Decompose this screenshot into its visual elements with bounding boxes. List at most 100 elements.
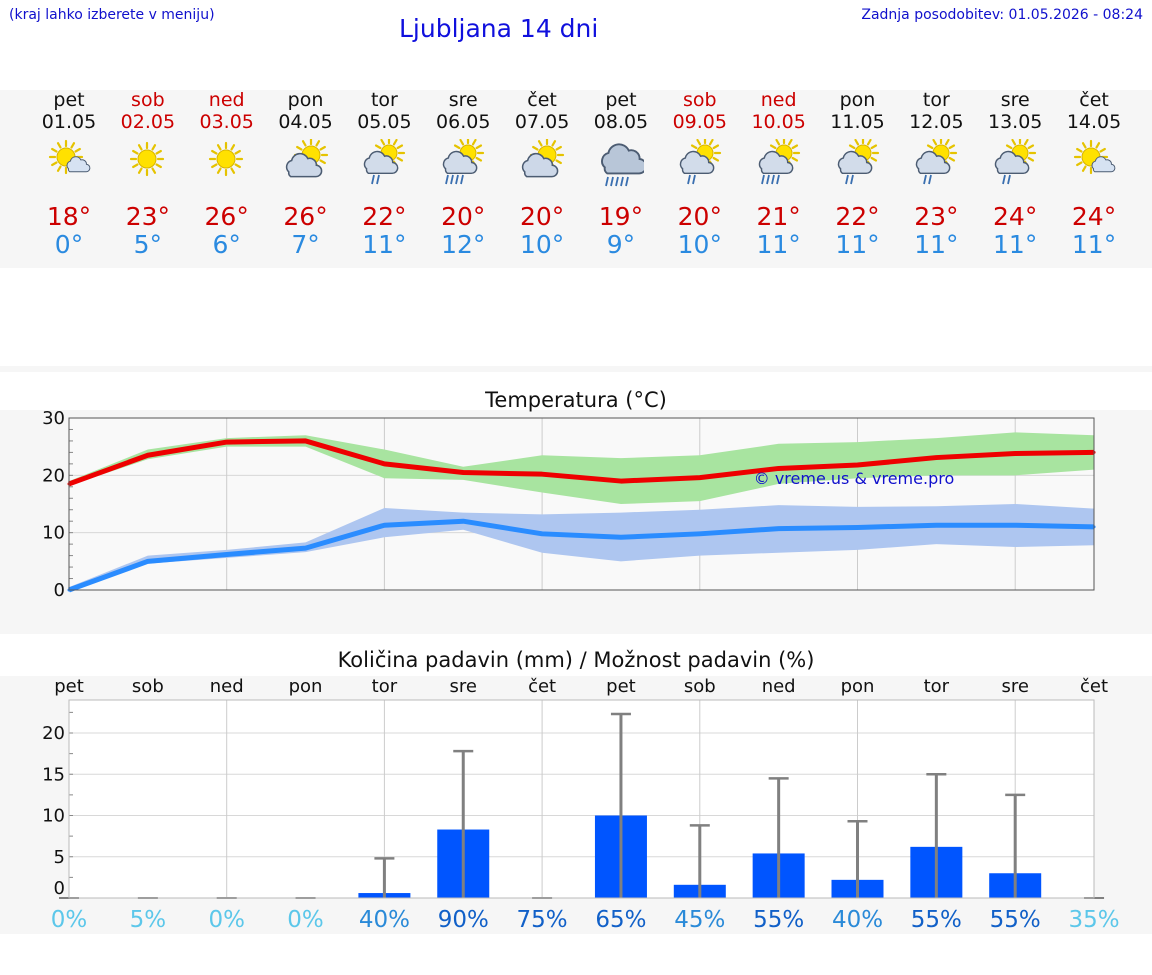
max-temp: 26° [204,202,249,231]
day-date: 10.05 [751,111,806,133]
day-column: sre 13.05 24° 11° [975,90,1055,259]
min-temp: 0° [54,230,84,259]
day-date: 07.05 [514,111,570,133]
sun-cloud-rain-icon [818,133,898,203]
min-temp: 10° [519,230,565,259]
sun-cloud-icon [29,133,109,203]
day-name: pet [53,89,85,111]
day-name: tor [370,89,398,111]
sun-cloud-icon [1054,133,1134,203]
day-name: sob [131,89,165,111]
max-temp: 21° [756,202,801,231]
cloud-heavy-rain-icon [581,133,661,203]
min-temp-point [1013,523,1017,527]
precipitation-chart: pet sob ned pon tor sre čet pet sob ned pon tor sre č… [42,676,1120,933]
precip-probability: 5% [130,907,167,933]
x-tick-label: sob [684,676,716,697]
precip-probability: 55% [753,907,804,933]
day-column: tor 05.05 22° 11° [344,90,424,259]
min-temp-point [461,519,465,523]
min-temp-point [304,546,308,550]
y-tick-label: 0 [54,878,65,899]
min-temp: 6° [212,230,241,259]
partly-cloudy-icon [502,133,582,203]
sun-cloud-rain-icon [660,133,740,203]
day-date: 02.05 [120,111,176,133]
max-temp-point [1013,452,1017,456]
min-temp-point [698,532,702,536]
max-temp-range-band [69,432,1095,504]
precip-probability: 0% [287,907,324,933]
precip-probability: 90% [438,907,489,933]
min-temp: 10° [677,230,722,259]
y-tick-label: 10 [42,806,65,827]
max-temp-line [68,438,1095,487]
day-date: 03.05 [199,111,254,133]
day-date: 08.05 [593,111,649,133]
sun-icon [108,133,188,203]
day-column: pon 11.05 22° 11° [818,90,898,259]
precip-probability: 0% [51,907,88,933]
sun-cloud-heavy-rain-icon [739,133,819,203]
min-temp-point [777,527,781,531]
day-column: tor 12.05 23° 11° [896,90,976,259]
precip-range-whisker [689,824,710,898]
day-column: pon 04.05 26° 7° [266,90,346,259]
forecast-band [0,90,1152,268]
precip-range-whisker [847,820,868,898]
day-date: 05.05 [357,111,412,133]
day-name: tor [922,89,950,111]
min-temp: 11° [914,230,959,259]
day-name: čet [1079,89,1109,111]
x-tick-label: ned [762,676,796,697]
max-temp: 20° [519,202,565,231]
max-temp-point [225,440,229,444]
min-temp: 12° [441,230,486,259]
sun-cloud-rain-icon [896,133,976,203]
min-temp: 9° [606,230,636,259]
max-temp: 19° [598,202,644,231]
max-temp-point [934,456,938,460]
day-column: sob 09.05 20° 10° [660,90,740,259]
min-temp-line [68,518,1095,593]
min-temp: 11° [835,230,880,259]
y-tick-label: 0 [54,580,65,601]
max-temp-point [304,439,308,443]
max-temp: 23° [125,202,170,231]
x-tick-label: čet [528,676,556,697]
day-date: 14.05 [1066,111,1122,133]
sun-cloud-heavy-rain-icon [423,133,503,203]
day-name: sre [1000,89,1030,111]
day-date: 06.05 [436,111,491,133]
precip-probability: 65% [595,907,646,933]
x-tick-label: čet [1080,676,1108,697]
precip-probability: 55% [911,907,962,933]
precip-range-whisker [768,777,789,898]
max-temp: 20° [677,202,722,231]
min-temp: 5° [133,230,163,259]
precip-probability: 40% [359,907,410,933]
min-temp: 7° [291,230,320,259]
day-date: 11.05 [830,111,885,133]
precip-range-whisker [374,857,395,898]
day-column: ned 03.05 26° 6° [187,90,267,259]
day-name: ned [760,89,797,111]
x-tick-label: sre [1001,676,1028,697]
day-column: ned 10.05 21° 11° [739,90,819,259]
x-tick-label: sob [132,676,164,697]
max-temp-point [856,463,859,467]
last-updated: Zadnja posodobitev: 01.05.2026 - 08:24 [861,7,1143,23]
y-tick-label: 20 [42,723,65,744]
max-temp: 23° [914,202,959,231]
sun-cloud-rain-icon [344,133,424,203]
x-tick-label: ned [210,676,244,697]
precip-probability: 40% [832,907,883,933]
precip-range-whisker [453,749,474,898]
x-tick-label: pon [841,676,875,697]
y-tick-label: 15 [42,764,65,785]
max-temp: 22° [362,202,407,231]
min-temp: 11° [1071,230,1117,259]
max-temp-point [777,466,781,470]
min-temp-point [619,535,623,539]
min-temp-point [934,523,938,527]
